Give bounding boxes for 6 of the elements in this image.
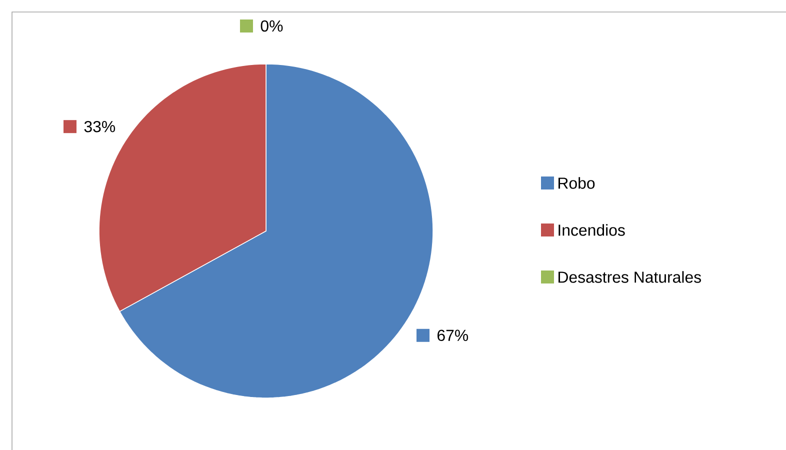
legend-label: Robo xyxy=(558,177,595,189)
legend-label: Incendios xyxy=(558,224,625,236)
text: 0% xyxy=(260,20,283,32)
legend-label: Desastres Naturales xyxy=(558,271,701,283)
data-label: 67% xyxy=(438,330,468,342)
data-label: 33% xyxy=(84,120,116,132)
